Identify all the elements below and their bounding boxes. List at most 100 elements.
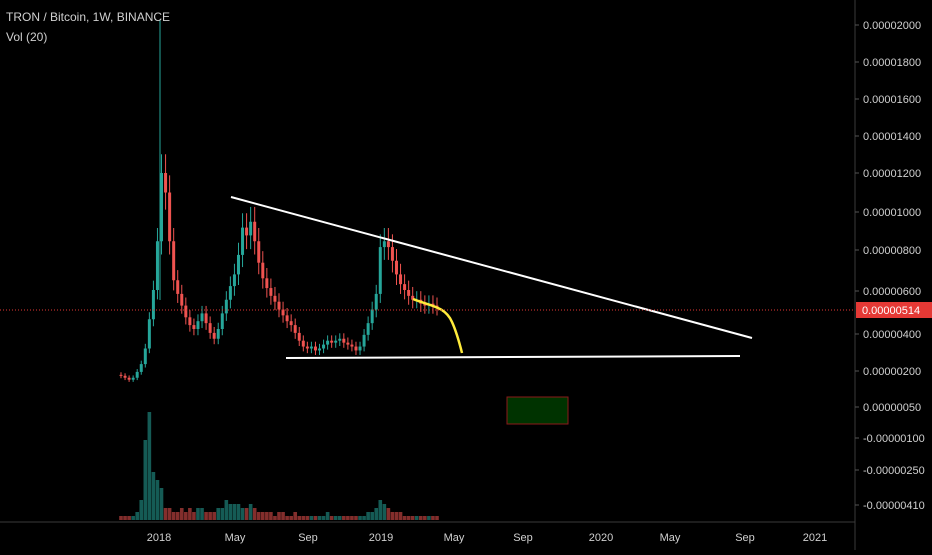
candle-body xyxy=(119,374,123,376)
volume-bar xyxy=(427,516,431,520)
volume-bar xyxy=(309,516,314,520)
last-price-value: 0.00000514 xyxy=(862,305,920,317)
candle-body xyxy=(366,323,370,335)
candle-body xyxy=(180,293,184,306)
last-price-marker: 0.00000514 xyxy=(0,302,932,318)
volume-bar xyxy=(362,516,366,520)
candle-body xyxy=(155,241,159,290)
volume-bar xyxy=(390,512,395,520)
volume-bar xyxy=(329,516,334,520)
volume-bar xyxy=(386,508,391,520)
candle-body xyxy=(151,290,155,320)
price-axis[interactable]: 0.00002000 0.00001800 0.00001600 0.00001400… xyxy=(855,20,925,512)
volume-bar xyxy=(418,516,423,520)
volume-bar xyxy=(155,480,160,520)
volume-bar xyxy=(208,512,212,520)
time-tick-label: 2020 xyxy=(589,532,613,544)
volume-bar xyxy=(366,512,370,520)
volume-bar xyxy=(216,508,221,520)
candle-body xyxy=(200,313,204,322)
candle-body xyxy=(394,260,398,275)
candle-body xyxy=(176,280,180,294)
volume-bar xyxy=(317,516,322,520)
volume-bar xyxy=(337,516,342,520)
volume-bar xyxy=(244,508,249,520)
candle-body xyxy=(127,377,131,380)
candle-body xyxy=(338,338,342,341)
volume-bar xyxy=(188,508,192,520)
candle-body xyxy=(362,334,366,347)
volume-bar xyxy=(285,516,289,520)
volume-bar xyxy=(232,504,237,520)
volume-bar xyxy=(378,500,383,520)
volume-bar xyxy=(325,512,330,520)
volume-bar xyxy=(151,472,156,520)
candle-body xyxy=(184,305,188,318)
price-tick-label: 0.00001000 xyxy=(863,207,921,219)
candle-body xyxy=(232,274,236,287)
volume-indicator-label[interactable]: Vol (20) xyxy=(6,30,48,44)
chart-title: TRON / Bitcoin, 1W, BINANCE xyxy=(6,10,171,24)
time-tick-label: Sep xyxy=(513,532,533,544)
candle-body xyxy=(358,346,362,351)
time-tick-label: 2019 xyxy=(369,532,393,544)
candle-body xyxy=(330,340,334,343)
price-tick-label: 0.00000050 xyxy=(863,402,921,414)
candle-body xyxy=(277,301,281,310)
volume-bar xyxy=(313,516,318,520)
volume-bar xyxy=(350,516,354,520)
candle-body xyxy=(301,340,305,347)
price-tick-label: 0.00001600 xyxy=(863,94,921,106)
candle-body xyxy=(204,313,208,324)
volume-bar xyxy=(184,512,188,520)
volume-bar xyxy=(374,508,379,520)
price-tick-label: -0.00000100 xyxy=(863,433,925,445)
volume-bar xyxy=(220,508,225,520)
candle-body xyxy=(269,288,273,296)
time-axis[interactable]: 2018 May Sep 2019 May Sep 2020 May Sep 2021 xyxy=(147,532,827,544)
candle-body xyxy=(281,309,285,316)
volume-bar xyxy=(281,512,285,520)
candle-body xyxy=(261,262,265,279)
candle-body xyxy=(374,293,378,310)
volume-bar xyxy=(406,516,411,520)
candle-body xyxy=(249,221,253,236)
volume-bar xyxy=(358,516,362,520)
time-tick-label: 2021 xyxy=(803,532,827,544)
volume-bar xyxy=(196,508,200,520)
volume-bar xyxy=(159,488,164,520)
candle-body xyxy=(123,375,127,378)
time-tick-label: May xyxy=(444,532,465,544)
candle-body xyxy=(322,344,326,349)
candle-body xyxy=(172,241,176,281)
volume-bar xyxy=(175,512,180,520)
volume-bars xyxy=(119,412,439,520)
candle-body xyxy=(265,278,269,289)
price-tick-label: 0.00000800 xyxy=(863,245,921,257)
candle-body xyxy=(192,325,196,329)
volume-bar xyxy=(228,504,233,520)
volume-bar xyxy=(305,516,310,520)
price-tick-label: 0.00000600 xyxy=(863,286,921,298)
last-price-tag xyxy=(856,302,932,318)
candle-body xyxy=(196,321,200,329)
volume-bar xyxy=(342,516,346,520)
volume-bar xyxy=(256,512,261,520)
volume-bar xyxy=(260,512,265,520)
candle-body xyxy=(131,377,135,380)
projection-curve xyxy=(412,297,464,354)
time-tick-label: May xyxy=(225,532,246,544)
volume-bar xyxy=(252,508,257,520)
volume-bar xyxy=(179,508,184,520)
volume-bar xyxy=(127,516,131,520)
candle-body xyxy=(390,247,394,261)
candle-body xyxy=(318,348,322,351)
drawings xyxy=(230,196,753,425)
candle-body xyxy=(241,227,245,255)
support-line xyxy=(285,355,741,359)
volume-bar xyxy=(143,440,148,520)
volume-bar xyxy=(135,512,140,520)
volume-bar xyxy=(431,516,435,520)
